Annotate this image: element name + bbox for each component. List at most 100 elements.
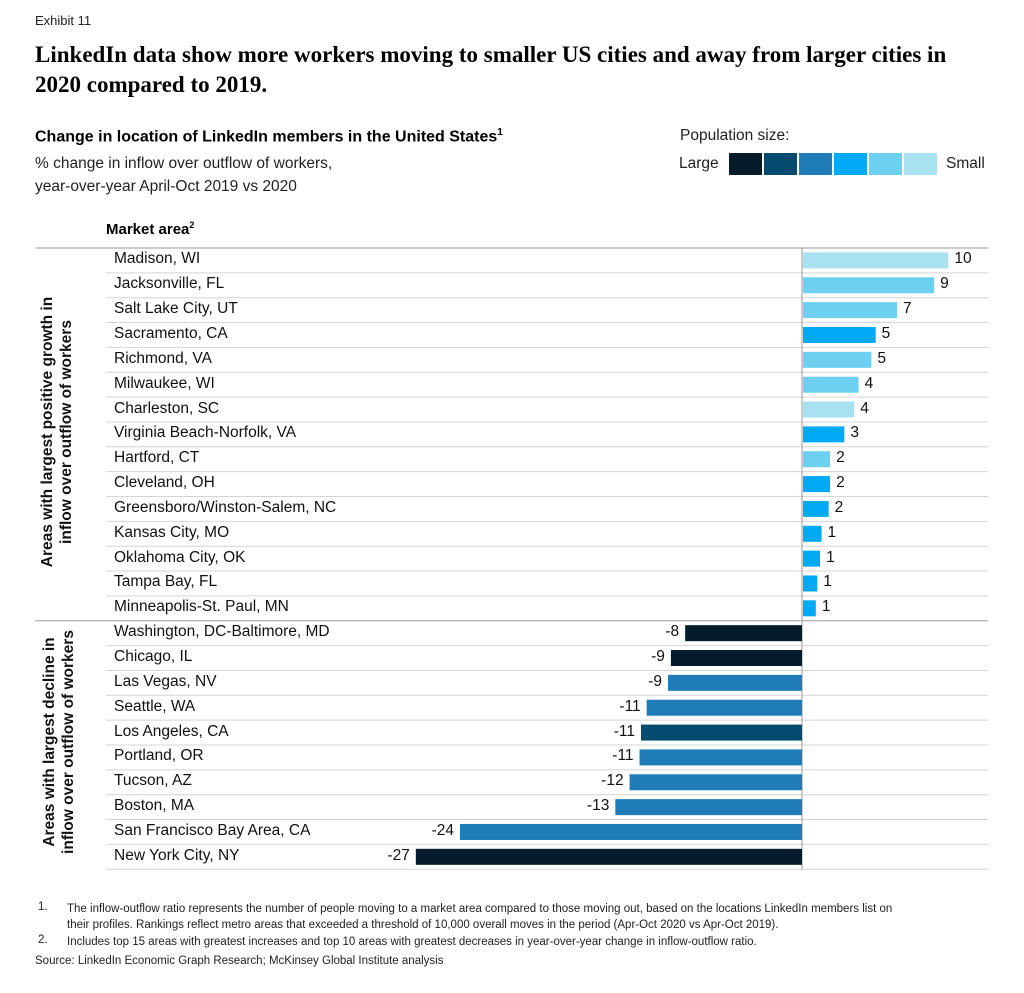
category-label: Washington, DC-Baltimore, MD — [114, 623, 330, 641]
category-label: Virginia Beach-Norfolk, VA — [114, 424, 297, 442]
bar — [803, 277, 935, 294]
value-label: 2 — [834, 498, 844, 516]
bar — [640, 724, 802, 741]
category-label: Milwaukee, WI — [114, 374, 215, 392]
bar — [646, 699, 802, 716]
value-label: -11 — [619, 697, 641, 715]
value-label: 10 — [954, 250, 972, 268]
value-label: 5 — [881, 324, 891, 342]
bar — [668, 674, 802, 691]
value-label: 7 — [903, 300, 912, 318]
category-label: Las Vegas, NV — [114, 672, 217, 690]
chart-subtitle: Change in location of LinkedIn members i… — [35, 127, 503, 146]
bar — [803, 525, 822, 542]
market-area-footnote-ref: 2 — [189, 220, 195, 230]
category-label: Tucson, AZ — [114, 772, 192, 790]
value-label: 9 — [940, 275, 949, 293]
category-label: Seattle, WA — [114, 697, 196, 715]
legend-swatch-6 — [904, 153, 937, 175]
value-label: -8 — [665, 623, 680, 641]
category-label: Kansas City, MO — [114, 523, 230, 541]
value-label: 1 — [827, 523, 837, 541]
category-label: Minneapolis-St. Paul, MN — [114, 598, 289, 616]
bar — [803, 550, 821, 567]
category-label: Portland, OR — [114, 747, 204, 765]
market-area-text: Market area — [106, 221, 190, 238]
category-label: Madison, WI — [114, 250, 201, 268]
value-label: -11 — [612, 747, 634, 765]
value-label: 1 — [821, 598, 831, 616]
legend-swatch-2 — [764, 153, 797, 175]
value-label: 5 — [877, 349, 887, 367]
chart-title: LinkedIn data show more workers moving t… — [35, 42, 947, 97]
bar — [803, 500, 829, 517]
value-label: 1 — [823, 573, 832, 591]
value-label: 2 — [836, 474, 845, 492]
subtitle-footnote-ref: 1 — [497, 127, 503, 138]
bar — [803, 426, 845, 443]
bar — [803, 376, 859, 393]
bar — [803, 451, 831, 468]
bar — [803, 401, 855, 418]
bar-chart — [35, 247, 988, 870]
bar — [803, 252, 949, 269]
category-label: Cleveland, OH — [114, 474, 215, 492]
value-label: -11 — [613, 722, 635, 740]
value-label: -12 — [601, 772, 624, 790]
chart-description-line1: % change in inflow over outflow of worke… — [35, 155, 333, 172]
bar — [803, 600, 816, 617]
category-label: Boston, MA — [114, 797, 195, 815]
category-label: Greensboro/Winston-Salem, NC — [114, 498, 337, 516]
category-label: Chicago, IL — [114, 648, 193, 666]
legend-swatch-3 — [799, 153, 832, 175]
category-label: Salt Lake City, UT — [114, 300, 238, 318]
value-label: -24 — [431, 821, 454, 839]
value-label: 2 — [836, 449, 845, 467]
exhibit-label: Exhibit 11 — [35, 13, 92, 28]
legend-swatch-4 — [834, 153, 867, 175]
source-note: Source: LinkedIn Economic Graph Research… — [35, 955, 444, 967]
footnote-1-line2: their profiles. Rankings reflect metro a… — [67, 919, 779, 931]
bar — [460, 823, 802, 840]
legend-swatch-1 — [729, 153, 762, 175]
category-label: Oklahoma City, OK — [114, 548, 246, 566]
value-label: -27 — [387, 846, 410, 864]
value-label: -13 — [586, 797, 610, 815]
bar — [803, 476, 831, 493]
legend-large-label: Large — [679, 155, 719, 172]
bar — [803, 575, 818, 592]
chart-description-line2: year-over-year April-Oct 2019 vs 2020 — [35, 178, 297, 195]
category-label: Sacramento, CA — [114, 324, 228, 342]
bar — [615, 799, 802, 816]
value-label: 4 — [864, 374, 874, 392]
value-label: 3 — [850, 424, 859, 442]
category-label: Jacksonville, FL — [114, 275, 225, 293]
subtitle-text: Change in location of LinkedIn members i… — [35, 128, 498, 146]
footnote-2-number: 2. — [38, 934, 48, 946]
bar — [685, 625, 802, 642]
value-label: -9 — [651, 648, 665, 666]
footnote-1-number: 1. — [38, 901, 48, 913]
bar — [803, 302, 898, 319]
value-label: -9 — [648, 672, 663, 690]
bar — [639, 749, 802, 766]
category-label: Tampa Bay, FL — [114, 573, 218, 591]
bar — [629, 774, 802, 791]
value-label: 4 — [860, 399, 869, 417]
category-label: Hartford, CT — [114, 449, 200, 467]
category-label: Richmond, VA — [114, 349, 212, 367]
category-label: San Francisco Bay Area, CA — [114, 821, 311, 839]
bar — [803, 326, 876, 343]
bar — [415, 848, 802, 865]
value-label: 1 — [826, 548, 835, 566]
bar — [803, 351, 872, 368]
footnote-2-text: Includes top 15 areas with greatest incr… — [67, 936, 757, 948]
category-label: Los Angeles, CA — [114, 722, 229, 740]
legend-title: Population size: — [680, 127, 790, 144]
category-label: Charleston, SC — [114, 399, 220, 417]
legend-small-label: Small — [946, 155, 985, 172]
legend-swatch-5 — [869, 153, 902, 175]
category-label: New York City, NY — [114, 846, 240, 864]
footnote-1-line1: The inflow-outflow ratio represents the … — [67, 903, 893, 915]
bar — [670, 650, 802, 667]
